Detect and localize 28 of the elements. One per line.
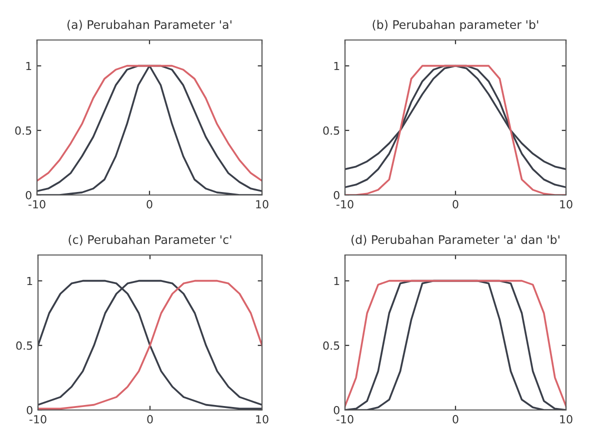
x-tick-label: 0: [452, 200, 458, 208]
chart-title: (c) Perubahan Parameter 'c': [68, 234, 232, 246]
x-tick-label: 0: [452, 415, 458, 424]
y-tick-label: 0.5: [15, 126, 32, 135]
x-tick-label: 10: [560, 200, 572, 208]
x-tick-label: -10: [28, 200, 46, 208]
y-tick-label: 0.5: [323, 126, 340, 135]
x-tick-label: 0: [146, 200, 152, 208]
chart-title: (a) Perubahan Parameter 'a': [67, 20, 232, 30]
y-tick-label: 1: [334, 276, 340, 286]
chart-title: (b) Perubahan parameter 'b': [372, 20, 538, 32]
y-tick-label: 1: [27, 276, 32, 286]
x-tick-label: -10: [336, 200, 354, 208]
y-tick-label: 1: [26, 62, 32, 70]
chart-title: (d) Perubahan Parameter 'a' dan 'b': [352, 234, 560, 246]
y-tick-label: 0.5: [323, 341, 340, 350]
y-tick-label: 0.5: [16, 341, 32, 350]
x-tick-label: 10: [256, 200, 268, 208]
x-tick-label: 10: [560, 415, 572, 424]
x-tick-label: 0: [147, 415, 153, 424]
y-tick-label: 1: [334, 62, 340, 70]
y-tick-label: 0: [334, 406, 340, 414]
y-tick-label: 0: [26, 406, 32, 414]
y-tick-label: 0: [334, 190, 340, 200]
x-tick-label: 10: [256, 415, 268, 424]
x-tick-label: -10: [29, 415, 46, 424]
x-tick-label: -10: [336, 415, 354, 424]
y-tick-label: 0: [26, 190, 32, 200]
